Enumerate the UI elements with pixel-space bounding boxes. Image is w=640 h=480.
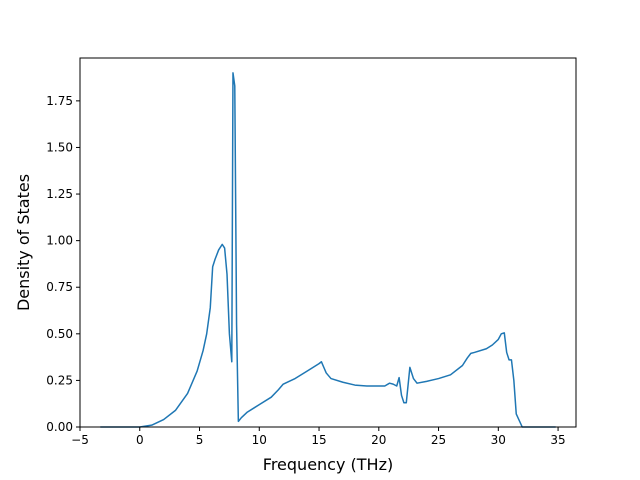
x-axis-ticks: −5 0 5 10 15 20 25 30 35 <box>71 427 566 447</box>
x-tick-label: 5 <box>196 433 204 447</box>
y-tick-label: 1.50 <box>46 140 73 154</box>
y-tick-label: 1.75 <box>46 94 73 108</box>
y-axis-label: Density of States <box>14 174 33 311</box>
y-tick-label: 0.00 <box>46 420 73 434</box>
x-tick-label: 30 <box>491 433 506 447</box>
axes-frame <box>79 57 577 428</box>
y-tick-label: 0.50 <box>46 327 73 341</box>
y-tick-label: 0.25 <box>46 373 73 387</box>
y-tick-label: 1.25 <box>46 187 73 201</box>
x-tick-label: 20 <box>371 433 386 447</box>
x-tick-label: 0 <box>136 433 144 447</box>
y-axis-ticks: 0.00 0.25 0.50 0.75 1.00 1.25 1.50 1.75 <box>46 94 80 434</box>
plot-area <box>100 72 556 428</box>
x-tick-label: 15 <box>311 433 326 447</box>
x-axis-label: Frequency (THz) <box>263 455 393 474</box>
x-tick-label: 35 <box>550 433 565 447</box>
x-tick-label: −5 <box>71 433 89 447</box>
y-tick-label: 1.00 <box>46 234 73 248</box>
y-tick-label: 0.75 <box>46 280 73 294</box>
x-tick-label: 25 <box>431 433 446 447</box>
dos-series-line <box>100 72 556 428</box>
x-tick-label: 10 <box>252 433 267 447</box>
